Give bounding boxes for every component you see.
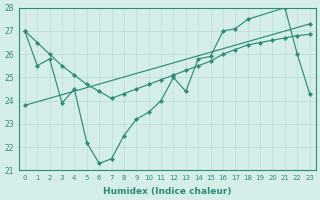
X-axis label: Humidex (Indice chaleur): Humidex (Indice chaleur) [103, 187, 231, 196]
